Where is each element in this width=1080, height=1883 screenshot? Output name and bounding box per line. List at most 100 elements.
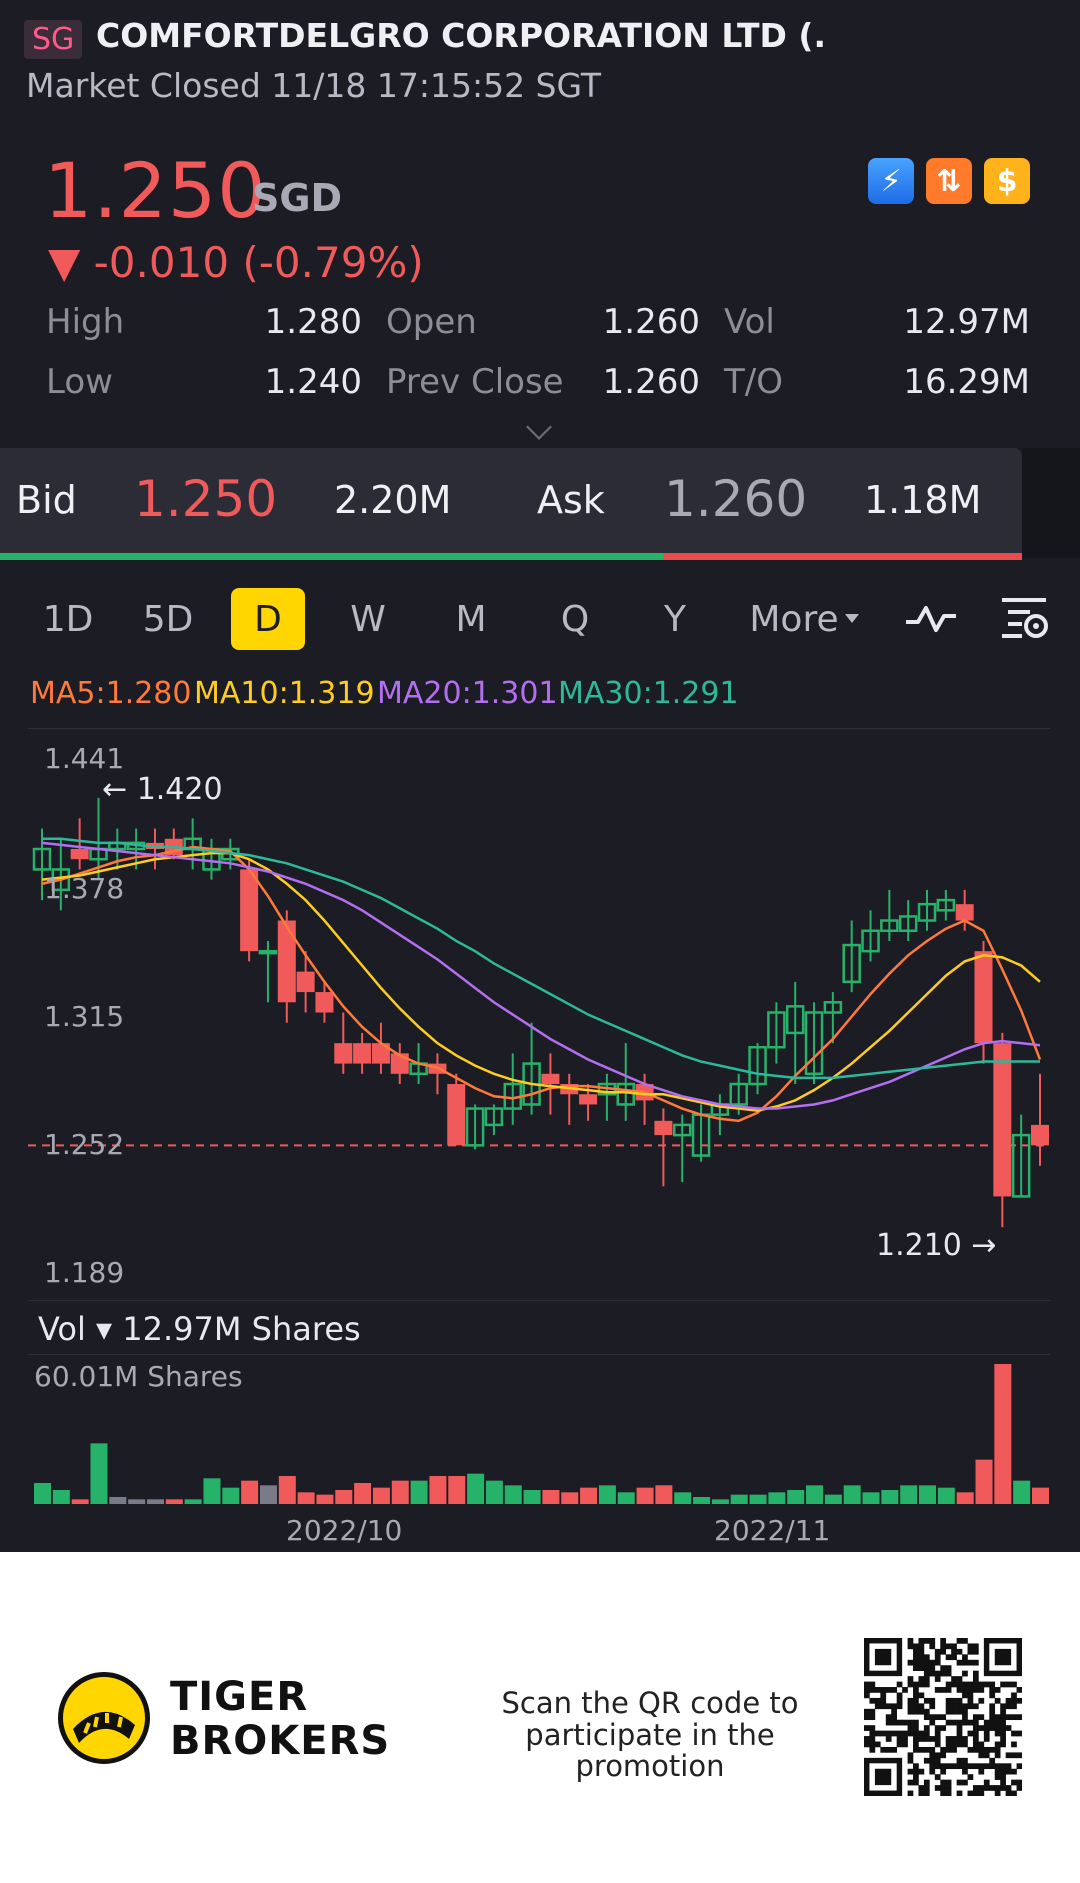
expand-chevron-icon[interactable] xyxy=(526,414,552,440)
volume-bar xyxy=(71,1499,89,1504)
qr-module xyxy=(913,1654,919,1661)
qr-module xyxy=(1000,1736,1006,1742)
chart-settings-icon[interactable] xyxy=(1000,594,1050,640)
volume-title[interactable]: Vol ▾ 12.97M Shares xyxy=(38,1310,361,1348)
tab-weekly[interactable]: W xyxy=(350,598,386,640)
qr-module xyxy=(1011,1741,1017,1748)
qr-module xyxy=(907,1643,914,1650)
qr-module xyxy=(962,1659,968,1666)
qr-module xyxy=(869,1687,876,1693)
qr-module xyxy=(940,1790,947,1796)
qr-module xyxy=(1016,1779,1022,1786)
tab-1d[interactable]: 1D xyxy=(42,598,94,640)
x-tick-oct: 2022/10 xyxy=(286,1514,403,1547)
qr-module xyxy=(1000,1763,1006,1770)
trend-icon[interactable]: ⇅ xyxy=(926,158,972,204)
volume-chart[interactable] xyxy=(0,1356,1080,1506)
stat-vol-value: 12.97M xyxy=(903,302,1030,342)
tab-quarterly[interactable]: Q xyxy=(560,598,590,640)
qr-module xyxy=(972,1703,979,1710)
more-dropdown-icon[interactable] xyxy=(845,614,859,623)
qr-module xyxy=(1016,1752,1022,1759)
candle-body-down xyxy=(654,1120,673,1136)
tab-daily[interactable]: D xyxy=(231,588,305,650)
stat-prev-close-value: 1.260 xyxy=(602,362,700,402)
qr-module xyxy=(945,1719,952,1726)
qr-module xyxy=(864,1714,870,1721)
y-tick-2: 1.378 xyxy=(44,872,125,905)
qr-module xyxy=(967,1703,974,1710)
y-tick-3: 1.315 xyxy=(44,1000,125,1033)
qr-module xyxy=(945,1763,952,1770)
candle-body-up xyxy=(936,898,956,912)
qr-module xyxy=(869,1730,876,1737)
qr-module xyxy=(934,1741,941,1748)
qr-module xyxy=(978,1725,985,1731)
qr-module xyxy=(940,1725,947,1731)
qr-module xyxy=(945,1703,952,1710)
bid-ask-side xyxy=(1022,448,1080,558)
qr-module xyxy=(902,1687,908,1693)
tab-more[interactable]: More xyxy=(749,598,839,640)
volume-bar xyxy=(674,1492,692,1504)
volume-bar xyxy=(919,1485,937,1504)
qr-module xyxy=(962,1681,968,1688)
qr-module xyxy=(907,1659,914,1666)
qr-module xyxy=(1005,1752,1012,1759)
qr-module xyxy=(989,1714,996,1721)
qr-module xyxy=(983,1779,990,1786)
qr-module xyxy=(951,1763,957,1770)
volume-bar xyxy=(881,1490,899,1504)
qr-module xyxy=(885,1687,892,1693)
qr-module xyxy=(962,1714,968,1721)
qr-module xyxy=(869,1681,876,1688)
qr-module xyxy=(940,1714,947,1721)
qr-code-icon[interactable] xyxy=(864,1638,1022,1796)
qr-module xyxy=(869,1714,876,1721)
qr-module xyxy=(1000,1719,1006,1726)
qr-module xyxy=(880,1687,887,1693)
qr-module xyxy=(907,1676,914,1682)
stat-turnover-label: T/O xyxy=(724,362,783,402)
qr-module xyxy=(1011,1697,1017,1704)
qr-module xyxy=(956,1725,963,1731)
qr-module xyxy=(869,1741,876,1748)
bid-ask-panel[interactable] xyxy=(0,448,1022,558)
qr-module xyxy=(994,1790,1001,1796)
qr-module xyxy=(983,1730,990,1737)
qr-module xyxy=(929,1670,936,1677)
dollar-icon[interactable]: $ xyxy=(984,158,1030,204)
volume-bar xyxy=(128,1499,146,1504)
stat-low-label: Low xyxy=(46,362,113,402)
tab-monthly[interactable]: M xyxy=(455,598,487,640)
qr-module xyxy=(989,1757,996,1764)
lightning-icon[interactable]: ⚡ xyxy=(868,158,914,204)
qr-module xyxy=(956,1676,963,1682)
qr-module xyxy=(929,1638,936,1644)
last-price: 1.250 xyxy=(44,146,267,235)
qr-module xyxy=(967,1730,974,1737)
y-tick-5: 1.189 xyxy=(44,1256,125,1289)
qr-module xyxy=(1011,1714,1017,1721)
volume-bar xyxy=(1013,1480,1031,1504)
candle-body-up xyxy=(823,1001,843,1014)
qr-module xyxy=(907,1730,914,1737)
tab-yearly[interactable]: Y xyxy=(664,598,686,640)
qr-module xyxy=(913,1687,919,1693)
candlestick-chart[interactable] xyxy=(0,730,1080,1300)
tab-5d[interactable]: 5D xyxy=(142,598,194,640)
qr-module xyxy=(896,1703,903,1710)
tiger-logo-icon xyxy=(58,1672,150,1764)
indicator-wave-icon[interactable] xyxy=(904,598,958,638)
qr-module xyxy=(989,1708,996,1715)
qr-module xyxy=(956,1779,963,1786)
volume-bar xyxy=(52,1490,70,1504)
qr-module xyxy=(929,1757,936,1764)
candle-body-up xyxy=(258,949,278,955)
qr-module xyxy=(923,1785,930,1791)
brand-line1: TIGER xyxy=(170,1674,309,1720)
volume-bar xyxy=(806,1485,824,1504)
volume-bar xyxy=(636,1487,654,1504)
qr-module xyxy=(1000,1725,1006,1731)
qr-module xyxy=(929,1752,936,1759)
